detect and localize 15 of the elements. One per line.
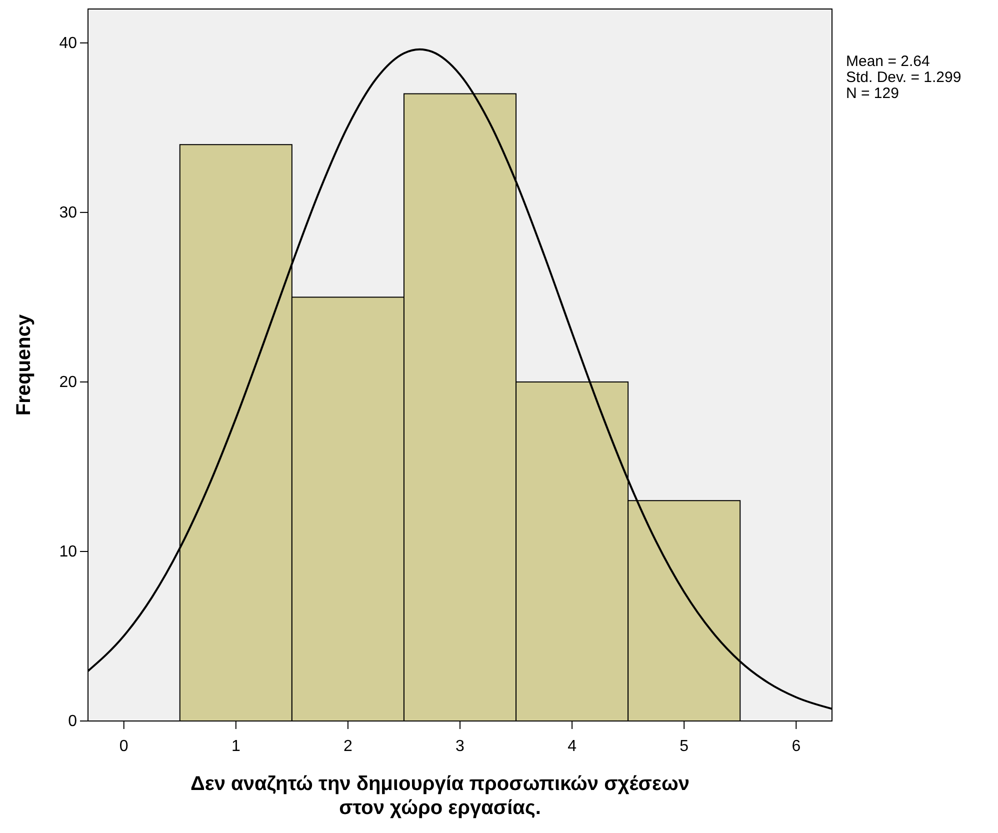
x-tick-label: 5 [680,738,689,756]
y-tick-label: 20 [59,374,78,392]
x-tick-label: 2 [344,738,352,756]
x-tick-label: 4 [568,738,577,756]
y-tick-label: 30 [59,204,78,222]
x-tick-label: 6 [792,738,801,756]
text: Mean = 2.64 Std. Dev. = 1.299 N = 129 [846,53,962,102]
x-axis-title: Δεν αναζητώ την δημιουργία προσωπικών σχέσεων στον χώρο εργασίας. [190,773,690,819]
y-tick-label: 10 [59,544,78,561]
y-axis-title: Frequency [13,314,35,416]
x-tick-label: 1 [231,738,240,756]
y-tick-label: 0 [68,713,78,730]
x-tick-label: 0 [119,738,128,756]
x-tick-label: 3 [456,738,465,756]
y-tick-label: 40 [59,35,78,52]
